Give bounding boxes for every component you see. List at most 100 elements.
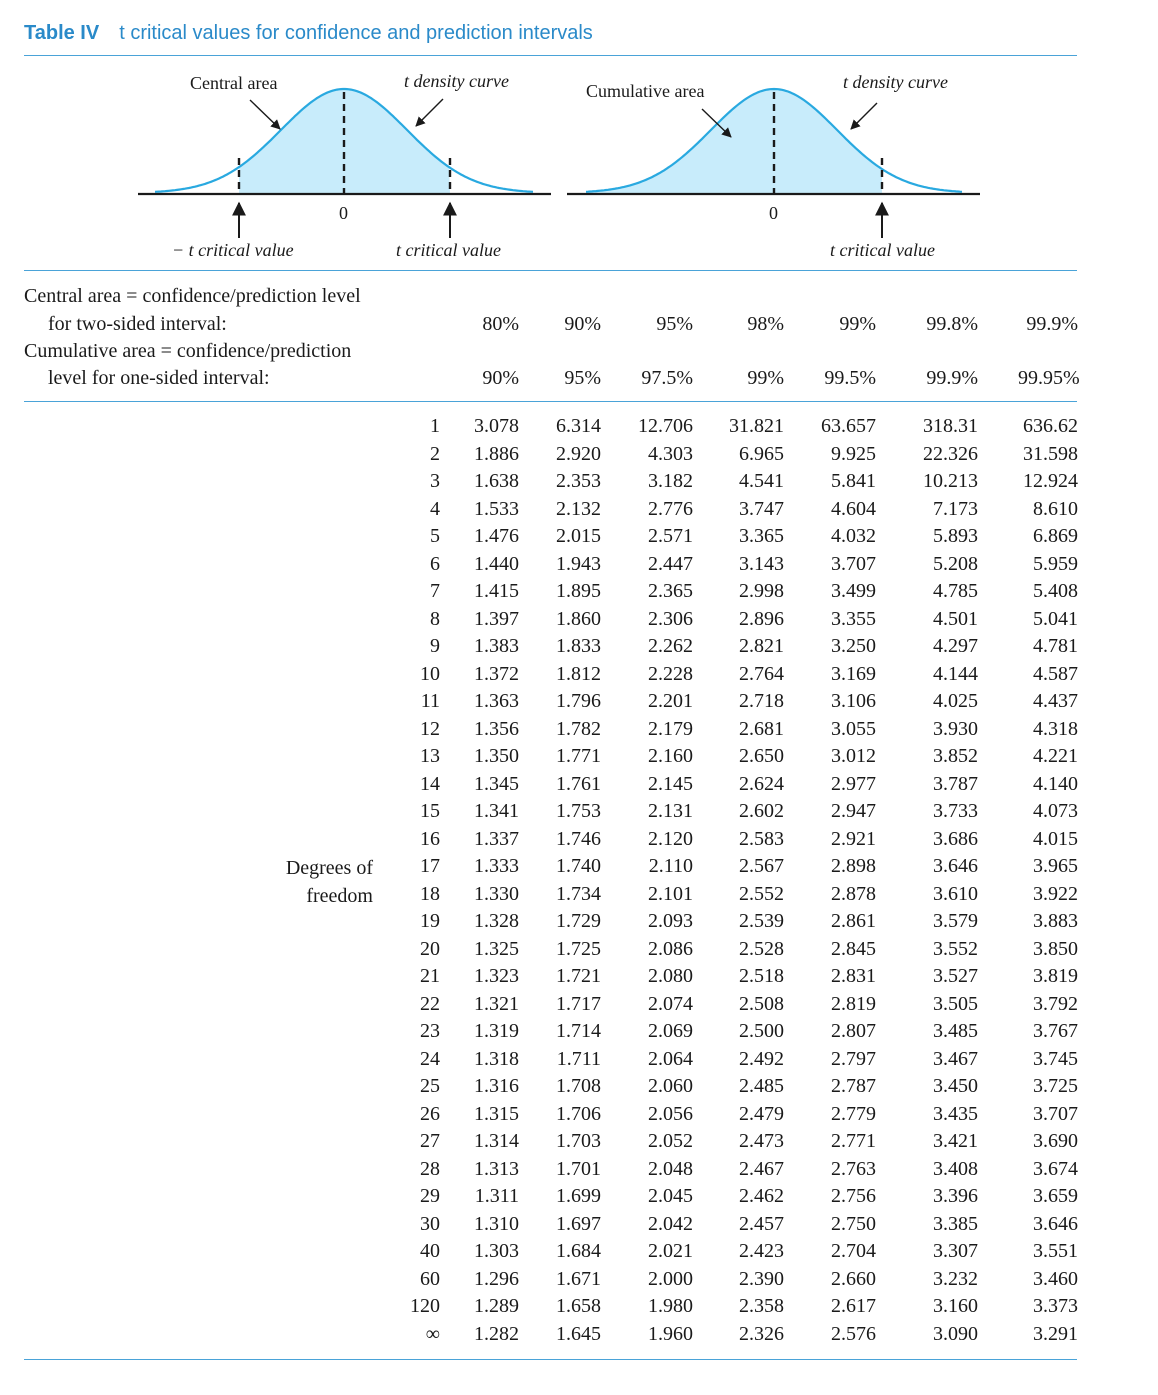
value-cell: 1.476 [474,525,519,547]
value-cell: 4.140 [1033,772,1078,795]
df-cell: 21 [420,965,440,987]
value-cell: 2.080 [648,965,693,987]
central-area-label: Central area [190,73,277,93]
value-cell: 10.213 [923,470,978,492]
value-cell: 2.120 [648,827,693,850]
value-cell: 2.718 [739,690,784,712]
value-cell: 4.025 [933,690,978,712]
value-cell: 1.717 [556,992,601,1015]
value-cell: 1.345 [474,772,519,795]
value-cell: 2.201 [648,690,693,712]
value-cell: 1.860 [556,607,601,630]
value-cell: 4.501 [933,607,978,630]
value-cell: 3.012 [831,745,876,767]
value-cell: 2.898 [831,855,876,877]
value-cell: 2.500 [739,1020,784,1042]
value-cell: 1.746 [556,827,601,850]
value-cell: 1.315 [474,1102,519,1125]
df-cell: 7 [430,580,440,602]
value-cell: 2.704 [831,1240,876,1262]
value-cell: 4.032 [831,525,876,547]
value-cell: 1.701 [556,1157,601,1180]
value-cell: 1.658 [556,1295,601,1317]
value-cell: 3.090 [933,1322,978,1345]
value-cell: 2.479 [739,1102,784,1125]
value-cell: 2.764 [739,662,784,685]
value-cell: 1.333 [474,855,519,877]
value-cell: 3.499 [831,580,876,602]
two-sided-level-1: 80% [482,313,519,335]
value-cell: 3.579 [933,910,978,932]
value-cell: 2.947 [831,800,876,822]
value-cell: 636.62 [1023,415,1078,437]
value-cell: 1.321 [474,992,519,1015]
df-cell: 17 [420,855,440,877]
value-cell: 2.567 [739,855,784,877]
value-cell: 3.787 [933,772,978,795]
value-cell: 3.450 [933,1075,978,1097]
two-sided-level-6: 99.8% [926,313,978,335]
value-cell: 1.980 [648,1295,693,1317]
central-area-pointer [249,99,281,130]
density-figures: Central area t density curve 0 − t criti… [138,71,980,260]
value-cell: 2.787 [831,1075,876,1097]
value-cell: 3.365 [739,525,784,547]
value-cell: 2.358 [739,1295,784,1317]
value-cell: 1.943 [556,552,601,575]
value-cell: 1.319 [474,1020,519,1042]
value-cell: 1.714 [556,1020,601,1042]
table-caption: t critical values for confidence and pre… [119,21,593,44]
right-density-curve [585,87,963,193]
value-cell: 2.920 [556,442,601,465]
value-cell: 1.753 [556,800,601,822]
value-cell: 1.341 [474,800,519,822]
value-cell: 2.467 [739,1157,784,1180]
value-cell: 4.785 [933,580,978,602]
value-cell: 1.684 [556,1240,601,1262]
table-number: Table IV [24,21,100,44]
value-cell: 3.686 [933,827,978,850]
value-cell: 1.350 [474,745,519,767]
value-cell: 3.396 [933,1185,978,1207]
value-cell: 3.852 [933,745,978,767]
value-cell: 5.841 [831,470,876,492]
value-cell: 2.878 [831,882,876,905]
value-cell: 1.296 [474,1267,519,1290]
value-cell: 1.363 [474,690,519,712]
value-cell: 2.779 [831,1102,876,1125]
value-cell: 5.959 [1033,552,1078,575]
value-cell: 2.977 [831,772,876,795]
value-cell: 1.316 [474,1075,519,1097]
value-cell: 4.297 [933,635,978,657]
value-cell: 6.314 [556,415,601,437]
df-cell: 15 [420,800,440,822]
value-cell: 4.587 [1033,662,1078,685]
value-cell: 1.310 [474,1212,519,1235]
value-cell: 2.101 [648,882,693,905]
value-cell: 3.883 [1033,910,1078,932]
value-cell: 1.812 [556,662,601,685]
two-sided-level-7: 99.9% [1026,313,1078,335]
df-cell: ∞ [425,1322,440,1345]
value-cell: 2.571 [648,525,693,547]
value-cell: 2.583 [739,827,784,850]
bottom-rule [24,1359,1077,1360]
df-cell: 60 [420,1267,440,1290]
two-sided-header-line1: Central area = confidence/prediction lev… [24,285,361,307]
value-cell: 2.048 [648,1157,693,1180]
value-cell: 3.485 [933,1020,978,1042]
df-cell: 27 [420,1130,440,1152]
value-cell: 3.725 [1033,1075,1078,1097]
value-cell: 22.326 [923,442,978,465]
value-cell: 3.355 [831,607,876,630]
value-cell: 2.353 [556,470,601,492]
df-cell: 2 [430,442,440,465]
df-cell: 24 [420,1047,440,1070]
figure-rule [24,270,1077,271]
value-cell: 3.527 [933,965,978,987]
left-density-curve [154,87,534,193]
df-cell: 40 [420,1240,440,1262]
value-cell: 3.421 [933,1130,978,1152]
value-cell: 1.725 [556,937,601,960]
value-cell: 1.697 [556,1212,601,1235]
